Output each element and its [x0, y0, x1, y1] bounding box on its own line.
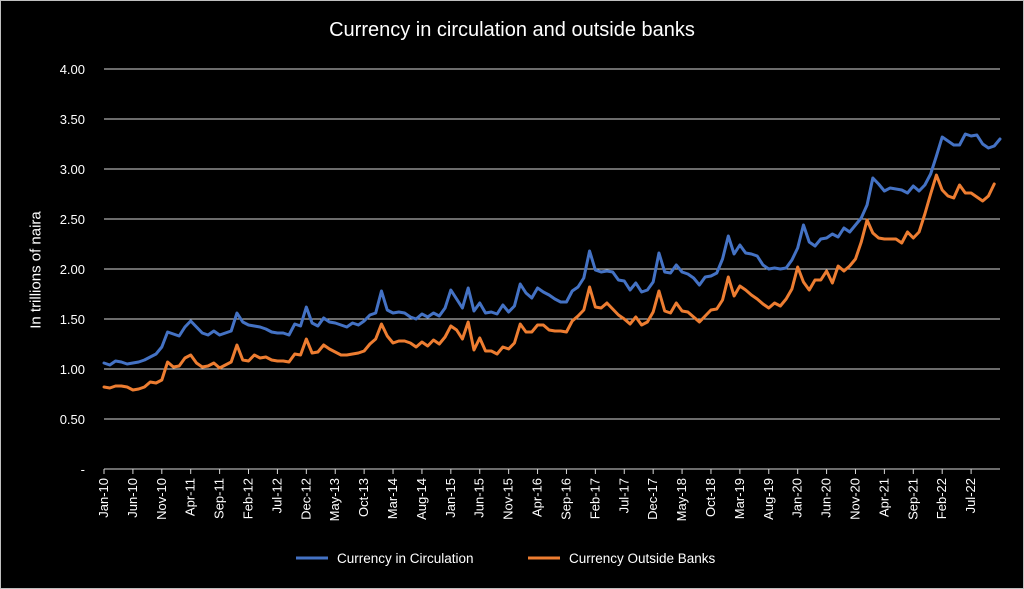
- x-tick-label: Sep-11: [212, 478, 227, 519]
- x-tick-label: Dec-12: [298, 478, 313, 520]
- series-line: [102, 132, 1002, 367]
- x-tick-label: Apr-16: [530, 478, 545, 517]
- series-group: [102, 132, 1002, 392]
- x-tick-label: Nov-15: [501, 478, 516, 520]
- chart-title: Currency in circulation and outside bank…: [329, 19, 695, 41]
- x-tick-label: Jun-10: [125, 478, 140, 518]
- y-tick-label: 3.50: [60, 112, 85, 127]
- y-tick-label: 1.50: [60, 312, 85, 327]
- x-tick-label: Mar-19: [732, 478, 747, 519]
- y-tick-label: 0.50: [60, 412, 85, 427]
- x-tick-label: Feb-22: [934, 478, 949, 519]
- x-tick-label: Apr-21: [876, 478, 891, 517]
- x-tick-label: Sep-21: [905, 478, 920, 520]
- x-tick-label: May-13: [327, 478, 342, 521]
- x-tick-label: Feb-17: [587, 478, 602, 519]
- x-tick-label: Apr-11: [183, 478, 198, 516]
- x-tick-label: Jun-15: [472, 478, 487, 518]
- y-tick-label: 4.00: [60, 62, 85, 77]
- x-tick-label: Jan-15: [443, 478, 458, 518]
- x-tick-label: Dec-17: [645, 478, 660, 520]
- y-axis-ticks: - 0.50 1.00 1.50 2.00 2.50 3.00 3.50 4.00: [60, 62, 85, 477]
- x-axis-ticks: Jan-10 Jun-10 Nov-10 Apr-11 Sep-11 Feb-12 Jul-…: [96, 469, 978, 521]
- legend-label: Currency Outside Banks: [569, 551, 716, 566]
- x-tick-label: Jul-17: [616, 478, 631, 513]
- y-tick-label: 1.00: [60, 362, 85, 377]
- y-tick-label: 2.50: [60, 212, 85, 227]
- legend-label: Currency in Circulation: [337, 551, 474, 566]
- legend: Currency in Circulation Currency Outside …: [296, 551, 716, 566]
- x-tick-label: Jul-22: [963, 478, 978, 513]
- x-tick-label: Nov-20: [847, 478, 862, 520]
- x-tick-label: Oct-13: [356, 478, 371, 517]
- series-line: [102, 173, 996, 392]
- x-tick-label: Aug-19: [761, 478, 776, 520]
- y-tick-label: 3.00: [60, 162, 85, 177]
- x-tick-label: Mar-14: [385, 478, 400, 519]
- x-tick-label: May-18: [674, 478, 689, 521]
- x-tick-label: Feb-12: [241, 478, 256, 519]
- x-tick-label: Sep-16: [558, 478, 573, 520]
- y-tick-label: 2.00: [60, 262, 85, 277]
- x-tick-label: Jun-20: [819, 478, 834, 518]
- x-tick-label: Jan-20: [790, 478, 805, 518]
- x-tick-label: Jan-10: [96, 478, 111, 518]
- gridlines: [104, 68, 1000, 470]
- x-tick-label: Oct-18: [703, 478, 718, 517]
- y-tick-label: -: [81, 462, 85, 477]
- x-tick-label: Aug-14: [414, 478, 429, 520]
- x-tick-label: Nov-10: [154, 478, 169, 520]
- x-tick-label: Jul-12: [269, 478, 284, 513]
